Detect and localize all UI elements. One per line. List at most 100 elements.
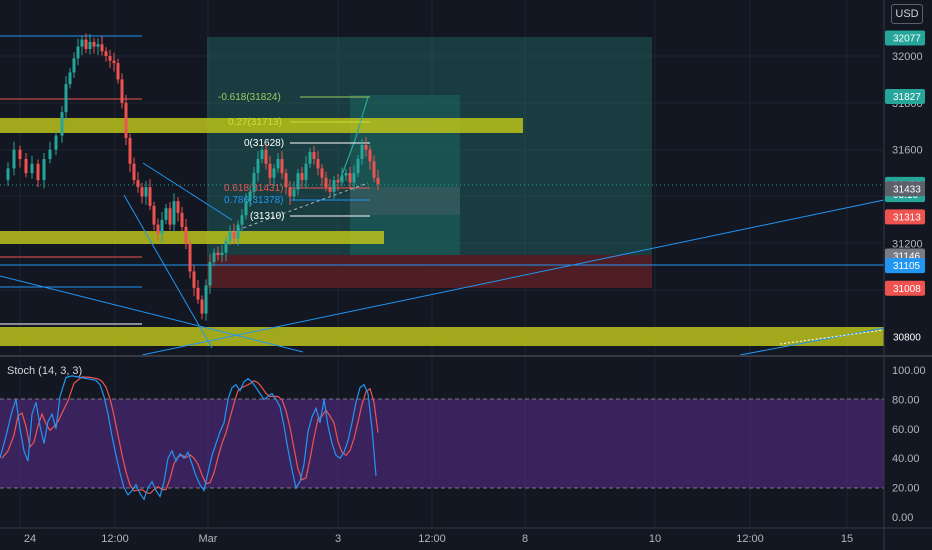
trendline[interactable] — [0, 275, 304, 353]
candle-body[interactable] — [240, 215, 244, 225]
candle-body[interactable] — [92, 41, 96, 47]
candle-body[interactable] — [236, 224, 240, 239]
candle-body[interactable] — [42, 159, 46, 181]
candle-body[interactable] — [64, 84, 68, 113]
candle-body[interactable] — [88, 41, 92, 49]
candle-body[interactable] — [348, 173, 352, 183]
candle-body[interactable] — [268, 163, 272, 178]
trendline[interactable] — [142, 162, 233, 221]
candle-body[interactable] — [252, 173, 256, 192]
candle-body[interactable] — [340, 175, 344, 183]
candle-body[interactable] — [84, 39, 88, 49]
trendline[interactable] — [739, 327, 885, 356]
candle-body[interactable] — [72, 58, 76, 73]
candle-body[interactable] — [112, 60, 116, 64]
candle-body[interactable] — [184, 226, 188, 244]
trendline[interactable] — [123, 194, 213, 349]
candle-body[interactable] — [336, 180, 340, 183]
candle-body[interactable] — [108, 56, 112, 61]
candle-body[interactable] — [104, 51, 108, 56]
candle-body[interactable] — [316, 159, 320, 169]
candle-body[interactable] — [204, 285, 208, 314]
candle-body[interactable] — [60, 112, 64, 136]
candle-body[interactable] — [124, 102, 128, 138]
candle-body[interactable] — [248, 191, 252, 202]
candle-body[interactable] — [168, 208, 172, 225]
candle-body[interactable] — [176, 201, 180, 213]
candle-body[interactable] — [368, 149, 372, 162]
candle-body[interactable] — [304, 163, 308, 181]
candle-body[interactable] — [76, 46, 80, 59]
candle-body[interactable] — [54, 135, 58, 150]
candle-body[interactable] — [196, 287, 200, 300]
candle-body[interactable] — [148, 187, 152, 206]
candle-body[interactable] — [280, 159, 284, 174]
supply-zone-top[interactable] — [0, 118, 523, 133]
candle-body[interactable] — [296, 173, 300, 190]
candle-body[interactable] — [292, 189, 296, 197]
candle-body[interactable] — [352, 173, 356, 183]
candle-body[interactable] — [188, 243, 192, 272]
candle-body[interactable] — [376, 177, 380, 185]
candle-body[interactable] — [276, 159, 280, 169]
candle-body[interactable] — [264, 149, 268, 164]
candle-body[interactable] — [208, 262, 212, 286]
candle-body[interactable] — [356, 159, 360, 174]
time-axis[interactable]: 24 12:00 Mar 3 12:00 8 10 12:00 15 — [24, 533, 853, 545]
candle-body[interactable] — [328, 187, 332, 192]
candle-body[interactable] — [120, 79, 124, 103]
candle-body[interactable] — [144, 187, 148, 197]
candle-body[interactable] — [12, 149, 16, 169]
candle-body[interactable] — [30, 163, 34, 174]
price-candles[interactable] — [6, 33, 380, 321]
currency-button[interactable]: USD — [891, 4, 923, 24]
demand-zone-bottom[interactable] — [0, 327, 884, 346]
candle-body[interactable] — [24, 159, 28, 174]
candle-body[interactable] — [128, 137, 132, 164]
candle-body[interactable] — [48, 149, 52, 160]
candle-body[interactable] — [232, 231, 236, 239]
candle-body[interactable] — [36, 163, 40, 181]
candle-body[interactable] — [224, 240, 228, 253]
candle-body[interactable] — [284, 173, 288, 188]
candle-body[interactable] — [80, 39, 84, 47]
candle-body[interactable] — [228, 231, 232, 241]
candle-body[interactable] — [260, 149, 264, 160]
candle-body[interactable] — [132, 163, 136, 181]
candle-body[interactable] — [200, 299, 204, 314]
demand-zone-mid[interactable] — [0, 231, 384, 244]
candle-body[interactable] — [6, 168, 10, 181]
candle-body[interactable] — [152, 205, 156, 225]
candle-body[interactable] — [220, 252, 224, 256]
candle-body[interactable] — [332, 180, 336, 192]
stoch-k-line[interactable] — [0, 375, 377, 501]
candle-body[interactable] — [156, 224, 160, 234]
candle-body[interactable] — [164, 208, 168, 220]
stoch-axis[interactable]: 100.00 80.00 60.00 40.00 20.00 0.00 — [892, 365, 926, 524]
candle-body[interactable] — [172, 201, 176, 225]
candle-body[interactable] — [308, 152, 312, 164]
candle-body[interactable] — [192, 271, 196, 288]
candle-body[interactable] — [244, 201, 248, 216]
candle-body[interactable] — [136, 180, 140, 188]
candle-body[interactable] — [312, 152, 316, 160]
candle-body[interactable] — [116, 63, 120, 80]
candle-body[interactable] — [344, 173, 348, 176]
candle-body[interactable] — [96, 44, 100, 47]
candle-body[interactable] — [216, 252, 220, 256]
candle-body[interactable] — [360, 144, 364, 160]
candle-body[interactable] — [180, 212, 184, 227]
candle-body[interactable] — [364, 144, 368, 150]
candle-body[interactable] — [272, 168, 276, 178]
candle-body[interactable] — [212, 252, 216, 263]
candle-body[interactable] — [160, 219, 164, 234]
candle-body[interactable] — [288, 187, 292, 197]
candle-body[interactable] — [320, 168, 324, 178]
candle-body[interactable] — [324, 177, 328, 188]
candle-body[interactable] — [18, 149, 22, 160]
candle-body[interactable] — [300, 173, 304, 181]
candle-body[interactable] — [372, 161, 376, 178]
candle-body[interactable] — [140, 187, 144, 197]
candle-body[interactable] — [68, 72, 72, 85]
